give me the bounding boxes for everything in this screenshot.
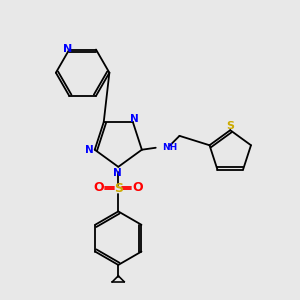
Text: N: N	[85, 145, 94, 155]
Text: N: N	[130, 114, 139, 124]
Text: N: N	[113, 168, 122, 178]
Text: O: O	[93, 181, 104, 194]
Text: O: O	[133, 181, 143, 194]
Text: S: S	[226, 121, 234, 131]
Text: N: N	[63, 44, 72, 54]
Text: NH: NH	[162, 143, 177, 152]
Text: S: S	[114, 182, 123, 195]
